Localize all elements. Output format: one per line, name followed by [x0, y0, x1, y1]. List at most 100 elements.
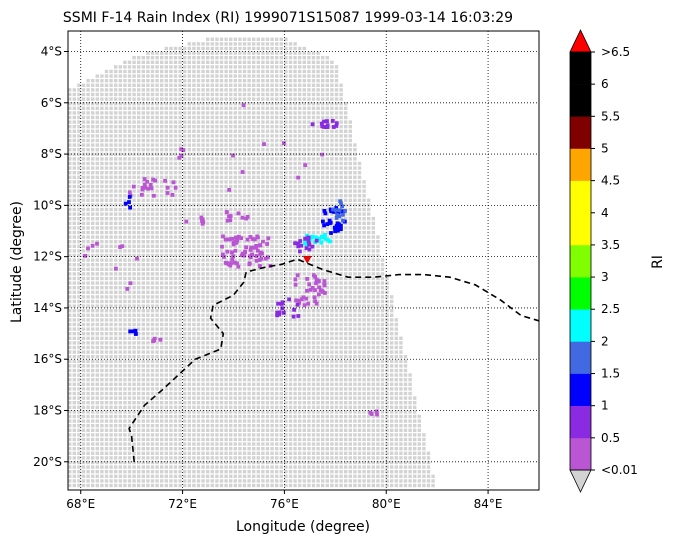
swath-pixel [238, 102, 242, 106]
swath-pixel [357, 304, 362, 308]
swath-pixel [321, 129, 325, 133]
swath-pixel [307, 56, 311, 60]
swath-pixel [100, 359, 104, 363]
swath-pixel [284, 198, 288, 202]
swath-pixel [233, 318, 237, 322]
swath-pixel [302, 221, 306, 225]
swath-pixel [261, 129, 265, 133]
swath-pixel [357, 382, 362, 386]
swath-pixel [164, 171, 168, 175]
swath-pixel [68, 295, 72, 299]
swath-pixel [284, 42, 288, 46]
swath-pixel [178, 281, 182, 285]
swath-pixel [279, 83, 283, 87]
swath-pixel [224, 350, 228, 354]
swath-pixel [275, 129, 279, 133]
swath-pixel [141, 129, 145, 133]
swath-pixel [367, 244, 371, 248]
swath-pixel [307, 373, 311, 377]
swath-pixel [127, 180, 132, 184]
swath-pixel [385, 332, 389, 336]
swath-pixel [316, 92, 320, 97]
swath-pixel [215, 230, 219, 235]
swath-pixel [164, 286, 168, 290]
swath-pixel [275, 341, 279, 345]
swath-pixel [376, 341, 380, 345]
swath-pixel [321, 309, 325, 313]
swath-pixel [302, 92, 306, 97]
swath-pixel [224, 304, 228, 308]
swath-pixel [201, 240, 205, 244]
swath-pixel [86, 83, 90, 87]
swath-pixel [155, 373, 159, 377]
swath-pixel [261, 382, 265, 386]
swath-pixel [178, 313, 182, 317]
swath-pixel [252, 134, 256, 138]
swath-pixel [316, 304, 320, 308]
swath-pixel [334, 175, 339, 179]
swath-pixel [169, 387, 173, 391]
swath-pixel [325, 184, 329, 189]
swath-pixel [141, 171, 145, 175]
swath-pixel [247, 226, 251, 230]
swath-pixel [86, 378, 90, 382]
swath-pixel [196, 387, 201, 391]
swath-pixel [339, 309, 343, 313]
swath-pixel [376, 286, 380, 290]
swath-pixel [164, 69, 168, 74]
swath-pixel [325, 148, 329, 152]
swath-pixel [81, 157, 86, 161]
swath-pixel [183, 46, 187, 51]
swath-pixel [72, 276, 76, 281]
swath-pixel [137, 391, 141, 396]
swath-pixel [183, 355, 187, 359]
swath-pixel [201, 51, 205, 55]
swath-pixel [81, 207, 86, 212]
swath-pixel [256, 83, 260, 87]
swath-pixel [196, 336, 201, 340]
swath-pixel [196, 299, 201, 304]
swath-pixel [247, 42, 251, 46]
swath-pixel [238, 272, 242, 276]
swath-pixel [224, 83, 228, 87]
swath-pixel [367, 217, 371, 221]
swath-pixel [302, 391, 306, 396]
swath-pixel [127, 332, 132, 336]
swath-pixel [224, 92, 228, 97]
swath-pixel [118, 322, 122, 327]
swath-pixel [160, 355, 164, 359]
swath-pixel [206, 267, 210, 271]
swath-pixel [325, 249, 329, 253]
swath-pixel [325, 60, 329, 64]
swath-pixel [293, 235, 297, 239]
swath-pixel [141, 327, 145, 331]
swath-pixel [187, 60, 191, 64]
swath-pixel [141, 74, 145, 78]
swath-pixel [293, 88, 297, 92]
swath-pixel [219, 267, 224, 271]
swath-pixel [100, 171, 104, 175]
swath-pixel [229, 313, 233, 317]
swath-pixel [279, 106, 283, 110]
swath-pixel [183, 88, 187, 92]
swath-pixel [353, 171, 357, 175]
swath-pixel [252, 235, 256, 239]
swath-pixel [196, 184, 201, 189]
swath-pixel [224, 221, 228, 225]
swath-pixel [219, 97, 224, 101]
swath-pixel [344, 359, 348, 363]
swath-pixel [334, 79, 339, 83]
swath-pixel [252, 129, 256, 133]
swath-pixel [141, 125, 145, 129]
swath-pixel [238, 143, 242, 147]
swath-pixel [91, 106, 95, 110]
swath-pixel [390, 295, 394, 299]
swath-pixel [169, 134, 173, 138]
swath-pixel [302, 382, 306, 386]
swath-pixel [123, 194, 127, 198]
swath-pixel [178, 212, 182, 216]
swath-pixel [206, 120, 210, 124]
swath-pixel [284, 60, 288, 64]
swath-pixel [307, 382, 311, 386]
swath-pixel [164, 387, 168, 391]
